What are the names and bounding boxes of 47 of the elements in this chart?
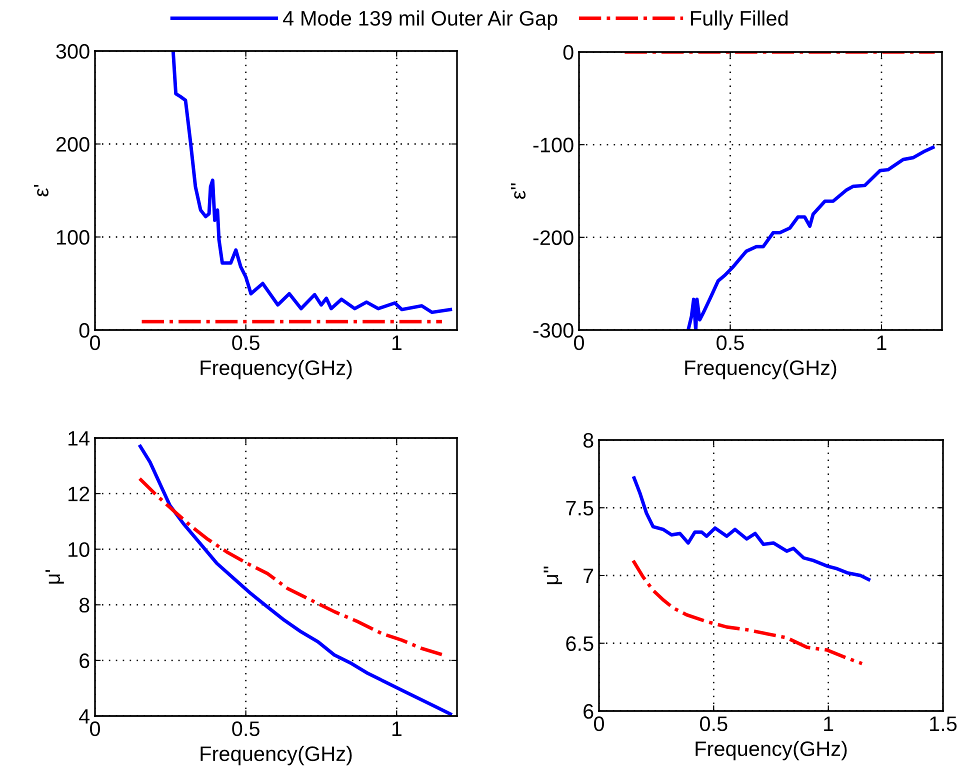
line-series <box>686 146 935 330</box>
y-tick-label: 10 <box>68 542 90 557</box>
y-tick-label: 6.5 <box>566 636 594 652</box>
y-tick-label: 4 <box>79 709 90 724</box>
y-tick-label: 200 <box>56 137 90 152</box>
y-tick-label: 6 <box>80 653 90 668</box>
y-axis-title: ε' <box>34 184 48 196</box>
y-tick-label: -300 <box>533 323 574 338</box>
x-axis-title: Frequency(GHz) <box>685 360 836 380</box>
y-tick-label: 7 <box>584 568 594 584</box>
y-axis-title: ε'' <box>511 183 526 199</box>
y-tick-label: 300 <box>56 44 90 59</box>
y-axis-title: μ' <box>46 570 64 584</box>
x-tick-label: 0.5 <box>232 335 260 350</box>
x-tick-label: 0.5 <box>716 335 744 350</box>
legend-label: Fully Filled <box>691 10 788 30</box>
y-tick-label: 6 <box>584 704 594 719</box>
y-tick-label: 8 <box>79 598 90 613</box>
line-series <box>138 476 446 657</box>
y-tick-label: 8 <box>583 433 594 448</box>
line-series <box>632 476 870 582</box>
x-tick-label: 1 <box>392 336 402 350</box>
line-series <box>171 51 452 314</box>
y-tick-label: -200 <box>533 230 574 246</box>
x-tick-label: 1.5 <box>930 716 957 732</box>
y-axis-title: μ'' <box>544 566 562 584</box>
x-tick-label: 1 <box>392 722 402 736</box>
y-tick-label: 100 <box>56 230 90 245</box>
x-tick-label: 0.5 <box>232 721 260 736</box>
line-series <box>631 558 864 666</box>
line-series <box>138 444 452 716</box>
x-axis-title: Frequency(GHz) <box>696 740 847 760</box>
x-tick-label: 0.5 <box>700 716 728 732</box>
y-tick-label: 0 <box>563 45 574 60</box>
x-axis-title: Frequency(GHz) <box>200 746 352 766</box>
x-tick-label: 0 <box>90 335 100 350</box>
y-tick-label: 14 <box>68 431 90 446</box>
x-tick-label: 1 <box>824 716 834 731</box>
x-tick-label: 1 <box>877 336 886 350</box>
y-tick-label: -100 <box>533 138 574 152</box>
x-tick-label: 0 <box>594 716 604 732</box>
y-tick-label: 7.5 <box>566 500 594 516</box>
legend-label: 4 Mode 139 mil Outer Air Gap <box>282 10 558 30</box>
y-tick-label: 0 <box>79 323 90 338</box>
y-tick-label: 12 <box>68 486 90 502</box>
x-tick-label: 0 <box>90 721 100 736</box>
x-axis-title: Frequency(GHz) <box>200 360 352 380</box>
